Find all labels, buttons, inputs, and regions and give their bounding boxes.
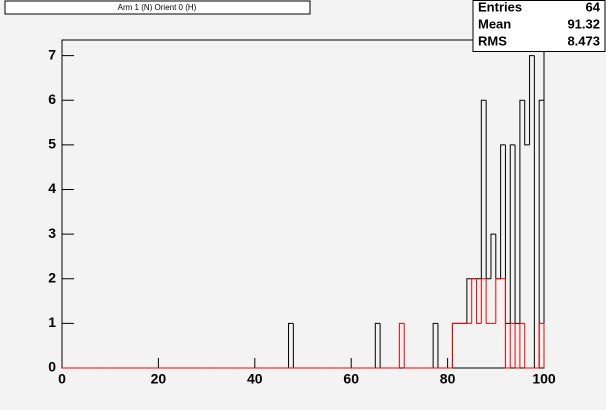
x-tick-label: 60 <box>343 371 359 387</box>
histogram-bin <box>476 278 482 324</box>
histogram-bin <box>519 99 525 324</box>
histogram-bin <box>509 144 516 324</box>
histogram-bin <box>485 278 491 324</box>
histogram-bin <box>398 322 405 368</box>
histogram-bin <box>538 322 545 368</box>
histogram-bin <box>519 322 525 368</box>
histogram-bin <box>490 233 496 279</box>
histogram-bin <box>514 323 520 369</box>
x-tick-label: 100 <box>532 371 556 387</box>
histogram-bin <box>451 322 458 368</box>
histogram-bin <box>504 278 511 369</box>
x-tick-label: 0 <box>58 371 66 387</box>
title: Arm 1 (N) Orient 0 (H) <box>118 3 197 12</box>
histogram-bin <box>480 278 487 324</box>
y-tick-label: 5 <box>48 136 56 152</box>
x-tick-label: 40 <box>247 371 263 387</box>
stats-label: Mean <box>478 16 511 31</box>
x-tick-label: 80 <box>440 371 456 387</box>
histogram-bin <box>374 322 381 368</box>
histogram-bin <box>480 99 487 279</box>
y-tick-label: 0 <box>48 359 56 375</box>
y-tick-label: 6 <box>48 91 56 107</box>
x-tick-label: 20 <box>151 371 167 387</box>
histogram-bin <box>500 144 506 279</box>
histogram-bin <box>466 278 472 324</box>
histogram-bin <box>529 55 535 145</box>
histogram-bin <box>471 278 477 324</box>
stats-box <box>472 0 606 52</box>
y-tick-label: 3 <box>48 225 56 241</box>
histogram-bin <box>509 322 516 368</box>
histogram-bin <box>495 278 501 324</box>
stats-value: 91.32 <box>567 16 600 31</box>
histogram-bin <box>538 99 545 368</box>
stats-value: 8.473 <box>567 33 600 48</box>
histogram-bin <box>524 100 530 146</box>
y-tick-label: 2 <box>48 269 56 285</box>
y-tick-label: 4 <box>48 180 56 196</box>
y-tick-label: 7 <box>48 46 56 62</box>
y-tick-label: 1 <box>48 314 56 330</box>
histogram-bin <box>432 322 438 368</box>
stats-label: RMS <box>478 33 507 48</box>
stats-value: 64 <box>586 0 601 14</box>
histogram-bin <box>524 323 530 369</box>
stats-label: Entries <box>478 0 522 14</box>
histogram-bin <box>403 323 410 369</box>
title-box <box>4 0 311 15</box>
histogram-bin <box>288 322 294 368</box>
